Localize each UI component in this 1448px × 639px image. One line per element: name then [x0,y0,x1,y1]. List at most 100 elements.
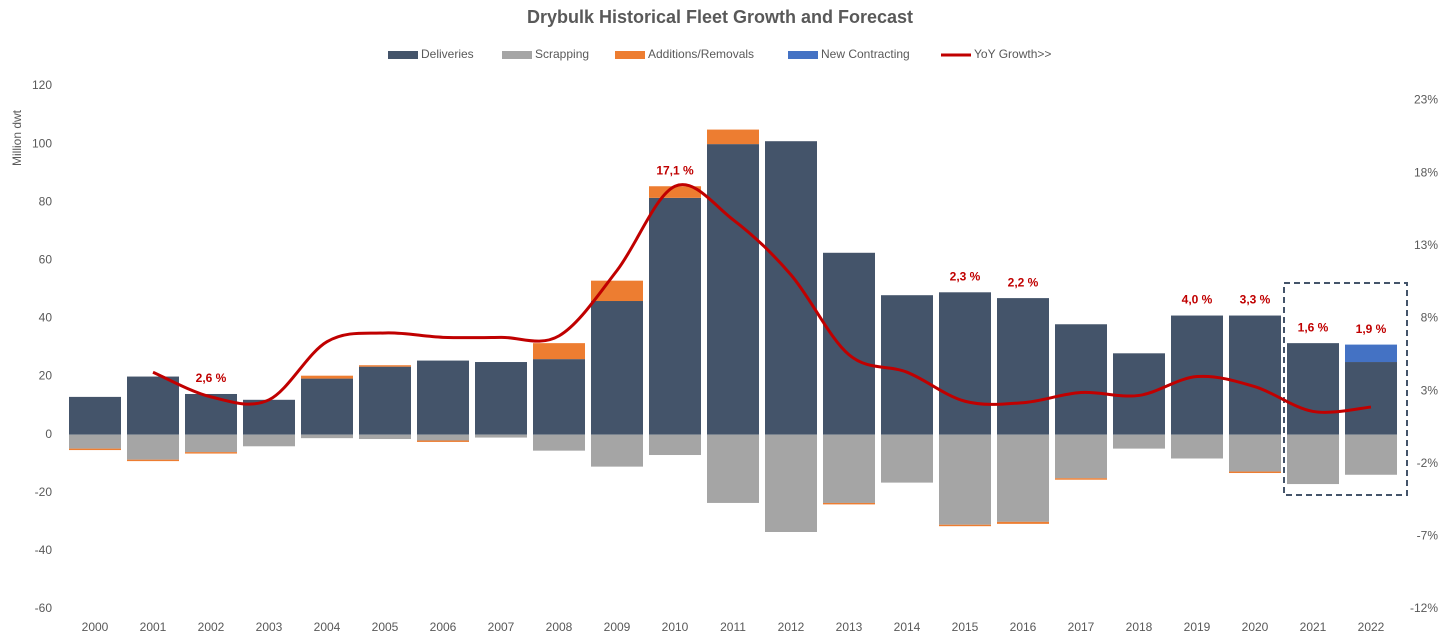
legend-label: New Contracting [821,47,910,61]
x-tick-label: 2005 [372,620,399,634]
y2-tick-label: -7% [1417,529,1439,543]
bar [765,434,817,533]
y-tick-label: 60 [39,253,53,267]
x-tick-label: 2002 [198,620,225,634]
bar [533,359,585,435]
bar [881,295,933,435]
bar [1345,362,1397,435]
bar [359,365,411,367]
y-tick-label: -40 [35,543,53,557]
x-tick-label: 2015 [952,620,979,634]
bar [1113,434,1165,449]
chart-title: Drybulk Historical Fleet Growth and Fore… [527,7,913,27]
bar [475,362,527,435]
x-tick-label: 2016 [1010,620,1037,634]
legend-label: Deliveries [421,47,474,61]
bar [707,129,759,145]
x-tick-label: 2003 [256,620,283,634]
y-tick-label: 100 [32,136,52,150]
bar [1171,434,1223,459]
x-tick-label: 2001 [140,620,167,634]
bar [1345,434,1397,475]
bar [997,434,1049,522]
bar [881,434,933,483]
bar [1229,315,1281,435]
legend-label: Additions/Removals [648,47,754,61]
y-tick-label: 20 [39,369,53,383]
y-tick-label: 120 [32,78,52,92]
bar [765,141,817,435]
bar [707,144,759,435]
y-tick-label: -60 [35,601,53,615]
y-tick-label: 40 [39,311,53,325]
x-tick-label: 2014 [894,620,921,634]
bar [127,434,179,460]
bar [591,301,643,435]
y2-tick-label: 23% [1414,93,1438,107]
data-label: 2,3 % [950,269,981,283]
legend-swatch [388,51,418,59]
data-label: 4,0 % [1182,293,1213,307]
bar [823,434,875,503]
bar [301,375,353,379]
bar [243,434,295,447]
x-tick-label: 2006 [430,620,457,634]
y2-tick-label: 3% [1421,383,1439,397]
x-tick-label: 2013 [836,620,863,634]
bar [1229,471,1281,474]
bar [417,440,469,442]
x-tick-label: 2007 [488,620,515,634]
bar [475,434,527,438]
data-label: 2,6 % [196,371,227,385]
bar [1055,324,1107,435]
y2-tick-label: 18% [1414,165,1438,179]
bar [359,366,411,435]
bar [243,399,295,435]
bar [591,280,643,302]
x-tick-label: 2018 [1126,620,1153,634]
forecast-box [1283,282,1408,496]
bar [1055,434,1107,479]
y-axis-label: Million dwt [10,109,24,166]
y2-tick-label: 13% [1414,238,1438,252]
data-label: 2,2 % [1008,275,1039,289]
data-label: 17,1 % [656,163,694,177]
bar [997,521,1049,524]
y2-tick-label: -12% [1410,601,1438,615]
data-label: 1,9 % [1356,322,1387,336]
x-tick-label: 2011 [720,620,746,634]
bar [1345,344,1397,363]
y-tick-label: 80 [39,194,53,208]
x-tick-label: 2019 [1184,620,1211,634]
x-tick-label: 2021 [1300,620,1327,634]
bar [69,448,121,451]
bar [649,434,701,456]
line [152,183,1372,414]
legend-label: Scrapping [535,47,589,61]
legend-label: YoY Growth>> [974,47,1051,61]
bar [1229,434,1281,472]
bar [359,434,411,440]
legend-swatch [788,51,818,59]
bar [649,197,701,435]
x-tick-label: 2009 [604,620,631,634]
bar [301,434,353,439]
x-tick-label: 2022 [1358,620,1385,634]
y-tick-label: 0 [45,427,52,441]
bar [127,376,179,435]
bar [823,252,875,435]
bar [939,292,991,435]
x-tick-label: 2010 [662,620,689,634]
bar [939,524,991,527]
x-tick-label: 2012 [778,620,805,634]
bar [823,502,875,505]
bar [591,434,643,467]
x-tick-label: 2017 [1068,620,1095,634]
bar [185,434,237,453]
bar [127,459,179,462]
x-tick-label: 2020 [1242,620,1269,634]
bar [417,434,469,441]
y2-tick-label: 8% [1421,311,1439,325]
bar [1287,343,1339,435]
